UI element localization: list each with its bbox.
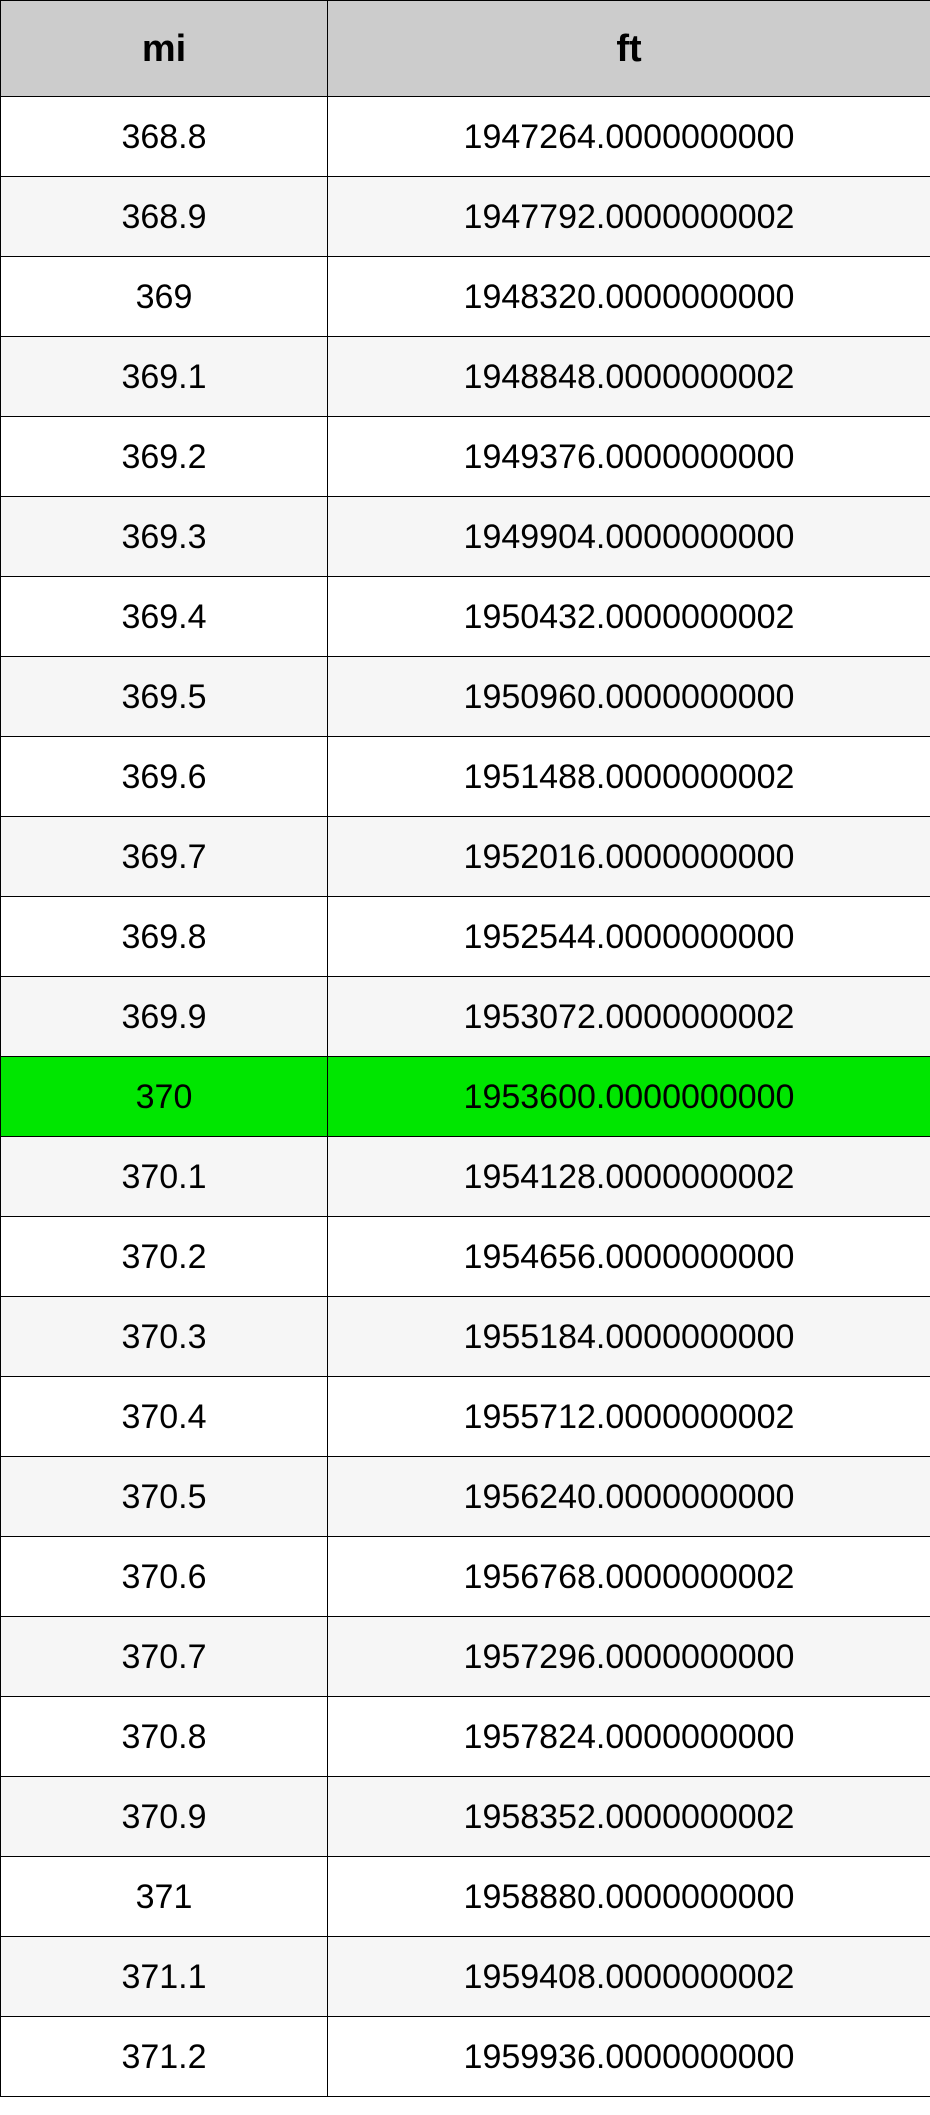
table-row: 369.31949904.0000000000 (1, 497, 930, 577)
table-row: 370.41955712.0000000002 (1, 1377, 930, 1457)
cell-ft: 1953600.0000000000 (328, 1057, 930, 1137)
cell-mi: 371.2 (1, 2017, 328, 2097)
cell-ft: 1948320.0000000000 (328, 257, 930, 337)
cell-ft: 1957824.0000000000 (328, 1697, 930, 1777)
table-row: 369.81952544.0000000000 (1, 897, 930, 977)
cell-ft: 1958880.0000000000 (328, 1857, 930, 1937)
cell-mi: 370.2 (1, 1217, 328, 1297)
table-row: 369.71952016.0000000000 (1, 817, 930, 897)
cell-mi: 370.9 (1, 1777, 328, 1857)
cell-mi: 371.1 (1, 1937, 328, 2017)
cell-ft: 1949376.0000000000 (328, 417, 930, 497)
table-header-row: mi ft (1, 1, 930, 97)
cell-mi: 370.1 (1, 1137, 328, 1217)
column-header-ft: ft (328, 1, 930, 97)
table-row: 369.41950432.0000000002 (1, 577, 930, 657)
cell-mi: 369 (1, 257, 328, 337)
cell-ft: 1959408.0000000002 (328, 1937, 930, 2017)
table-row: 370.61956768.0000000002 (1, 1537, 930, 1617)
table-row: 370.91958352.0000000002 (1, 1777, 930, 1857)
cell-ft: 1958352.0000000002 (328, 1777, 930, 1857)
table-row: 3711958880.0000000000 (1, 1857, 930, 1937)
cell-mi: 370.8 (1, 1697, 328, 1777)
cell-ft: 1947264.0000000000 (328, 97, 930, 177)
cell-ft: 1952016.0000000000 (328, 817, 930, 897)
cell-mi: 369.8 (1, 897, 328, 977)
cell-ft: 1957296.0000000000 (328, 1617, 930, 1697)
cell-ft: 1955712.0000000002 (328, 1377, 930, 1457)
table-row: 370.51956240.0000000000 (1, 1457, 930, 1537)
cell-ft: 1950432.0000000002 (328, 577, 930, 657)
table-row: 3691948320.0000000000 (1, 257, 930, 337)
cell-mi: 369.3 (1, 497, 328, 577)
table-row: 369.11948848.0000000002 (1, 337, 930, 417)
cell-mi: 369.6 (1, 737, 328, 817)
cell-ft: 1956768.0000000002 (328, 1537, 930, 1617)
table-row: 369.21949376.0000000000 (1, 417, 930, 497)
cell-mi: 369.4 (1, 577, 328, 657)
table-row: 371.11959408.0000000002 (1, 1937, 930, 2017)
cell-mi: 370.3 (1, 1297, 328, 1377)
cell-ft: 1955184.0000000000 (328, 1297, 930, 1377)
cell-ft: 1954128.0000000002 (328, 1137, 930, 1217)
column-header-mi: mi (1, 1, 328, 97)
cell-mi: 369.1 (1, 337, 328, 417)
cell-ft: 1954656.0000000000 (328, 1217, 930, 1297)
cell-mi: 370.4 (1, 1377, 328, 1457)
cell-ft: 1949904.0000000000 (328, 497, 930, 577)
cell-ft: 1953072.0000000002 (328, 977, 930, 1057)
cell-ft: 1956240.0000000000 (328, 1457, 930, 1537)
cell-mi: 369.9 (1, 977, 328, 1057)
table-row: 368.81947264.0000000000 (1, 97, 930, 177)
table-row: 370.21954656.0000000000 (1, 1217, 930, 1297)
cell-mi: 370.7 (1, 1617, 328, 1697)
cell-ft: 1950960.0000000000 (328, 657, 930, 737)
table-row: 371.21959936.0000000000 (1, 2017, 930, 2097)
cell-mi: 369.7 (1, 817, 328, 897)
table-row: 370.71957296.0000000000 (1, 1617, 930, 1697)
table-row: 3701953600.0000000000 (1, 1057, 930, 1137)
cell-mi: 371 (1, 1857, 328, 1937)
cell-ft: 1951488.0000000002 (328, 737, 930, 817)
table-row: 369.61951488.0000000002 (1, 737, 930, 817)
cell-mi: 370.6 (1, 1537, 328, 1617)
cell-ft: 1959936.0000000000 (328, 2017, 930, 2097)
table-row: 370.31955184.0000000000 (1, 1297, 930, 1377)
cell-ft: 1952544.0000000000 (328, 897, 930, 977)
cell-mi: 369.2 (1, 417, 328, 497)
cell-ft: 1948848.0000000002 (328, 337, 930, 417)
table-row: 369.91953072.0000000002 (1, 977, 930, 1057)
table-row: 369.51950960.0000000000 (1, 657, 930, 737)
cell-mi: 368.8 (1, 97, 328, 177)
table-row: 368.91947792.0000000002 (1, 177, 930, 257)
cell-ft: 1947792.0000000002 (328, 177, 930, 257)
cell-mi: 370 (1, 1057, 328, 1137)
cell-mi: 368.9 (1, 177, 328, 257)
conversion-table: mi ft 368.81947264.0000000000368.9194779… (0, 0, 930, 2097)
table-row: 370.81957824.0000000000 (1, 1697, 930, 1777)
table-row: 370.11954128.0000000002 (1, 1137, 930, 1217)
cell-mi: 370.5 (1, 1457, 328, 1537)
cell-mi: 369.5 (1, 657, 328, 737)
